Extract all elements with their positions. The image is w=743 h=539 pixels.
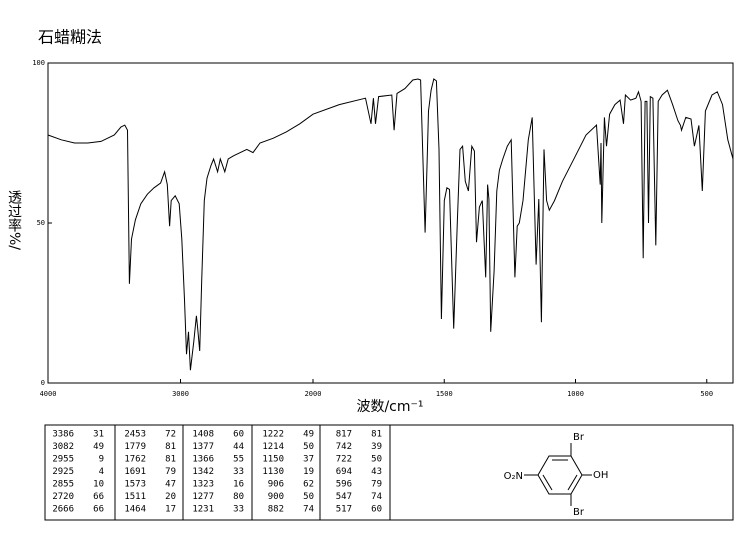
peak-transmittance: 79 [371, 480, 382, 490]
x-tick-label: 2000 [305, 390, 322, 398]
atom-label: OH [593, 470, 608, 481]
peak-transmittance: 20 [165, 492, 176, 502]
peak-wavenumber: 1150 [262, 455, 284, 465]
peak-wavenumber: 722 [336, 455, 352, 465]
peak-wavenumber: 1464 [124, 505, 146, 515]
peak-transmittance: 37 [303, 455, 314, 465]
peak-transmittance: 80 [233, 492, 244, 502]
x-tick-label: 3000 [172, 390, 189, 398]
peak-wavenumber: 2925 [52, 467, 74, 477]
peak-transmittance: 44 [233, 442, 244, 452]
x-tick-label: 4000 [40, 390, 57, 398]
peak-wavenumber: 3082 [52, 442, 74, 452]
peak-wavenumber: 1130 [262, 467, 284, 477]
peak-transmittance: 31 [93, 430, 104, 440]
peak-transmittance: 74 [303, 505, 314, 515]
peak-wavenumber: 3386 [52, 430, 74, 440]
peak-wavenumber: 2855 [52, 480, 74, 490]
peak-wavenumber: 1323 [192, 480, 214, 490]
peak-wavenumber: 1214 [262, 442, 284, 452]
peak-transmittance: 43 [371, 467, 382, 477]
peak-transmittance: 55 [233, 455, 244, 465]
atom-label: Br [573, 432, 585, 443]
y-axis-label: 透过率%/ [6, 190, 22, 250]
peak-wavenumber: 1779 [124, 442, 146, 452]
peak-wavenumber: 817 [336, 430, 352, 440]
peak-wavenumber: 1342 [192, 467, 214, 477]
peak-transmittance: 50 [303, 492, 314, 502]
peak-wavenumber: 1511 [124, 492, 146, 502]
peak-wavenumber: 742 [336, 442, 352, 452]
x-tick-label: 500 [700, 390, 713, 398]
peak-transmittance: 49 [303, 430, 314, 440]
peak-transmittance: 47 [165, 480, 176, 490]
peak-transmittance: 62 [303, 480, 314, 490]
peak-wavenumber: 2453 [124, 430, 146, 440]
peak-wavenumber: 517 [336, 505, 352, 515]
peak-transmittance: 74 [371, 492, 382, 502]
peak-transmittance: 33 [233, 505, 244, 515]
ring [537, 455, 583, 495]
peak-wavenumber: 1762 [124, 455, 146, 465]
peak-transmittance: 72 [165, 430, 176, 440]
peak-transmittance: 81 [371, 430, 382, 440]
peak-transmittance: 9 [99, 455, 104, 465]
peak-wavenumber: 1377 [192, 442, 214, 452]
atom-label: Br [573, 507, 585, 518]
plot-frame [47, 62, 734, 384]
peak-transmittance: 19 [303, 467, 314, 477]
double-bond [567, 474, 578, 491]
peak-wavenumber: 1573 [124, 480, 146, 490]
atom-label: O₂N [504, 471, 523, 482]
peak-wavenumber: 1231 [192, 505, 214, 515]
peak-transmittance: 33 [233, 467, 244, 477]
peak-wavenumber: 882 [268, 505, 284, 515]
peak-wavenumber: 2666 [52, 505, 74, 515]
peak-wavenumber: 547 [336, 492, 352, 502]
peak-wavenumber: 1408 [192, 430, 214, 440]
peak-wavenumber: 1366 [192, 455, 214, 465]
peak-wavenumber: 2720 [52, 492, 74, 502]
x-tick-label: 1000 [567, 390, 584, 398]
peak-transmittance: 66 [93, 505, 104, 515]
peak-transmittance: 49 [93, 442, 104, 452]
peak-transmittance: 10 [93, 480, 104, 490]
peak-transmittance: 81 [165, 455, 176, 465]
peak-wavenumber: 596 [336, 480, 352, 490]
y-tick-label: 0 [41, 379, 45, 387]
structure: Br OH O₂N Br [504, 432, 609, 518]
peak-wavenumber: 694 [336, 467, 352, 477]
chart-title: 石蜡糊法 [38, 28, 102, 47]
x-axis-label: 波数/cm⁻¹ [356, 399, 423, 415]
peak-wavenumber: 900 [268, 492, 284, 502]
peak-wavenumber: 2955 [52, 455, 74, 465]
peak-transmittance: 60 [371, 505, 382, 515]
y-tick-label: 50 [37, 219, 45, 227]
peak-transmittance: 60 [233, 430, 244, 440]
spectrum-line [47, 78, 734, 371]
peak-wavenumber: 1222 [262, 430, 284, 440]
peak-transmittance: 66 [93, 492, 104, 502]
peak-transmittance: 50 [371, 455, 382, 465]
peak-transmittance: 16 [233, 480, 244, 490]
peak-transmittance: 17 [165, 505, 176, 515]
peak-transmittance: 50 [303, 442, 314, 452]
peak-table-frame [44, 424, 734, 521]
double-bond [542, 474, 553, 491]
peak-transmittance: 81 [165, 442, 176, 452]
peak-transmittance: 79 [165, 467, 176, 477]
x-tick-label: 1500 [436, 390, 453, 398]
peak-wavenumber: 1691 [124, 467, 146, 477]
peak-wavenumber: 906 [268, 480, 284, 490]
y-tick-label: 100 [32, 59, 45, 67]
peak-transmittance: 4 [99, 467, 104, 477]
peak-wavenumber: 1277 [192, 492, 214, 502]
peak-transmittance: 39 [371, 442, 382, 452]
